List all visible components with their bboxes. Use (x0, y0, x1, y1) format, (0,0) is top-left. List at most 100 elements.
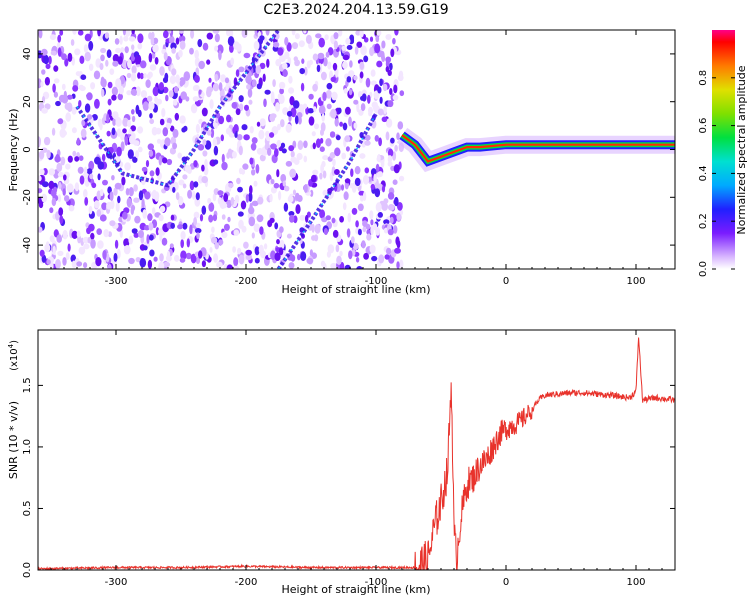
noise-speck (118, 85, 124, 95)
noise-speck (210, 236, 218, 244)
noise-speck (289, 214, 295, 223)
noise-speck (182, 174, 188, 180)
noise-speck (198, 89, 202, 95)
noise-speck (218, 82, 223, 92)
noise-speck (112, 60, 119, 67)
noise-speck (77, 166, 84, 174)
noise-speck (270, 143, 277, 150)
noise-speck (194, 99, 202, 107)
noise-speck (131, 115, 136, 123)
noise-speck (233, 229, 240, 236)
noise-speck (351, 249, 356, 257)
noise-speck (102, 250, 107, 260)
spectrogram-y-label: Frequency (Hz) (7, 109, 20, 192)
noise-speck (88, 205, 93, 215)
noise-speck (332, 62, 338, 71)
noise-speck (381, 40, 386, 49)
noise-speck (246, 84, 251, 90)
noise-speck (210, 128, 215, 138)
noise-speck (390, 48, 395, 58)
noise-speck (96, 209, 102, 217)
noise-speck (375, 35, 380, 43)
noise-speck (316, 64, 321, 73)
noise-speck (165, 94, 169, 102)
noise-speck (343, 88, 348, 94)
noise-speck (89, 173, 94, 180)
noise-speck (53, 65, 59, 72)
diagonal-track (75, 30, 281, 188)
noise-speck (154, 96, 159, 103)
noise-speck (201, 176, 208, 184)
svg-text:(x104): (x104) (7, 340, 20, 371)
snr-multiplier-suffix: ) (9, 340, 20, 344)
noise-speck (324, 34, 329, 41)
noise-speck (97, 240, 104, 249)
noise-speck (353, 99, 359, 105)
noise-speck (151, 191, 155, 197)
noise-speck (192, 85, 198, 91)
noise-speck (276, 123, 281, 131)
noise-speck (362, 175, 370, 185)
spectrogram-x-label: Height of straight line (km) (281, 283, 430, 296)
noise-speck (303, 140, 308, 149)
noise-speck (251, 169, 256, 176)
noise-speck (133, 197, 140, 203)
noise-speck (88, 223, 95, 232)
noise-speck (373, 173, 377, 183)
noise-speck (238, 95, 244, 103)
noise-speck (256, 147, 263, 155)
noise-speck (311, 131, 316, 137)
noise-speck (206, 32, 213, 40)
noise-speck (349, 60, 353, 68)
noise-speck (226, 30, 231, 37)
noise-speck (49, 207, 54, 214)
noise-speck (362, 220, 368, 228)
noise-speck (79, 55, 85, 64)
colorbar: 0.0 0.2 0.4 0.6 0.8 Normalized spectral ampl… (698, 30, 748, 277)
noise-speck (335, 135, 341, 141)
noise-speck (354, 177, 361, 187)
noise-speck (141, 166, 148, 172)
noise-speck (356, 102, 360, 113)
noise-speck (399, 259, 404, 269)
noise-speck (339, 216, 344, 223)
noise-speck (172, 142, 178, 150)
noise-speck (280, 142, 286, 149)
noise-speck (243, 241, 249, 249)
noise-speck (111, 86, 118, 96)
noise-speck (71, 230, 78, 239)
noise-speck (313, 106, 317, 113)
noise-speck (186, 238, 190, 248)
noise-speck (392, 94, 399, 101)
noise-speck (197, 39, 203, 48)
noise-speck (377, 212, 383, 218)
noise-speck (174, 254, 180, 262)
noise-speck (395, 236, 400, 246)
colorbar-tick-label: 0.2 (698, 213, 709, 229)
noise-speck (74, 156, 80, 162)
noise-speck (389, 88, 393, 95)
noise-speck (57, 34, 62, 43)
noise-speck (83, 243, 90, 250)
noise-speck (214, 45, 219, 52)
noise-speck (228, 182, 234, 188)
noise-speck (117, 195, 121, 204)
noise-speck (227, 216, 231, 223)
noise-speck (130, 72, 137, 82)
noise-speck (375, 202, 382, 213)
noise-speck (226, 264, 234, 269)
noise-speck (80, 128, 87, 138)
noise-speck (238, 66, 245, 73)
noise-speck (356, 266, 363, 269)
noise-speck (285, 123, 292, 133)
noise-speck (164, 72, 169, 81)
noise-speck (189, 224, 193, 235)
noise-speck (383, 106, 387, 114)
noise-speck (359, 195, 364, 202)
noise-speck (369, 36, 374, 42)
noise-speck (330, 108, 337, 119)
noise-speck (134, 215, 141, 224)
noise-speck (180, 250, 187, 260)
noise-speck (187, 189, 193, 199)
noise-speck (247, 88, 253, 98)
